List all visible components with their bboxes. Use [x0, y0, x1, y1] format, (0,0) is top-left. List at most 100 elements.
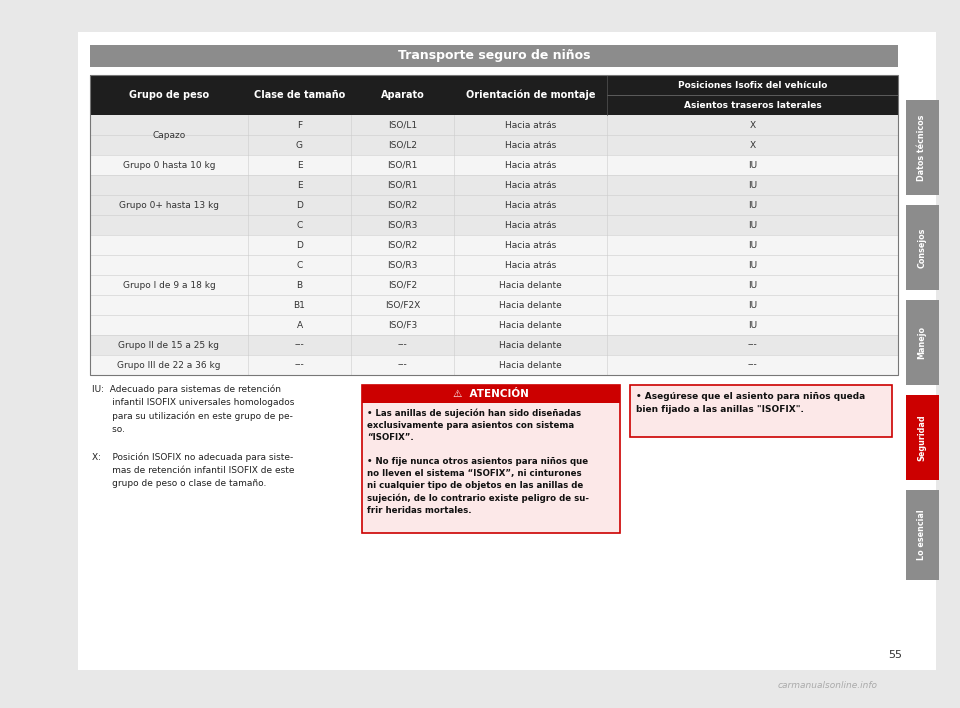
Text: IU:  Adecuado para sistemas de retención
       infantil ISOFIX universales homo: IU: Adecuado para sistemas de retención … [92, 385, 295, 434]
Text: Grupo 0+ hasta 13 kg: Grupo 0+ hasta 13 kg [119, 200, 219, 210]
Bar [90, 295, 898, 315]
Bar [630, 385, 892, 437]
Text: ISO/R3: ISO/R3 [387, 261, 418, 270]
Text: Grupo 0 hasta 10 kg: Grupo 0 hasta 10 kg [123, 161, 215, 169]
Text: Hacia atrás: Hacia atrás [505, 161, 556, 169]
Text: X: X [750, 140, 756, 149]
Bar [90, 255, 898, 275]
Text: X: X [750, 120, 756, 130]
Text: E: E [297, 181, 302, 190]
Text: IU: IU [748, 241, 757, 249]
Text: ISO/L1: ISO/L1 [388, 120, 417, 130]
Text: Orientación de montaje: Orientación de montaje [466, 90, 595, 101]
Text: • Las anillas de sujeción han sido diseñadas
exclusivamente para asientos con si: • Las anillas de sujeción han sido diseñ… [367, 408, 589, 515]
Bar [362, 385, 620, 403]
Text: C: C [297, 220, 302, 229]
Text: Aparato: Aparato [380, 90, 424, 100]
Text: Seguridad: Seguridad [918, 414, 926, 461]
Text: ISO/R2: ISO/R2 [388, 200, 418, 210]
Text: Capazo: Capazo [153, 130, 185, 139]
Text: ISO/R1: ISO/R1 [387, 161, 418, 169]
Text: IU: IU [748, 280, 757, 290]
Bar [78, 32, 936, 670]
Text: Hacia atrás: Hacia atrás [505, 120, 556, 130]
Text: ---: --- [397, 341, 407, 350]
Text: B: B [297, 280, 302, 290]
Text: G: G [296, 140, 303, 149]
Text: Hacia delante: Hacia delante [499, 280, 562, 290]
Text: D: D [296, 200, 303, 210]
Bar [906, 205, 939, 290]
Text: D: D [296, 241, 303, 249]
Text: Hacia atrás: Hacia atrás [505, 140, 556, 149]
Text: C: C [297, 261, 302, 270]
Text: ---: --- [295, 341, 304, 350]
Text: ISO/R1: ISO/R1 [387, 181, 418, 190]
Bar [90, 355, 898, 375]
Text: IU: IU [748, 321, 757, 329]
Text: ⚠  ATENCIÓN: ⚠ ATENCIÓN [453, 389, 529, 399]
Text: F: F [297, 120, 302, 130]
Bar [90, 135, 898, 155]
Text: IU: IU [748, 161, 757, 169]
Text: ---: --- [748, 360, 757, 370]
Text: IU: IU [748, 220, 757, 229]
Bar [90, 235, 898, 255]
Bar [906, 300, 939, 385]
Bar [906, 395, 939, 480]
Bar [90, 45, 898, 67]
Text: ISO/R2: ISO/R2 [388, 241, 418, 249]
Text: Grupo III de 22 a 36 kg: Grupo III de 22 a 36 kg [117, 360, 221, 370]
Text: IU: IU [748, 300, 757, 309]
Bar [90, 195, 898, 215]
Bar [906, 100, 939, 195]
Text: Posiciones Isofix del vehículo: Posiciones Isofix del vehículo [678, 81, 828, 89]
Text: Hacia atrás: Hacia atrás [505, 261, 556, 270]
Text: IU: IU [748, 261, 757, 270]
Bar [90, 335, 898, 355]
Text: Hacia atrás: Hacia atrás [505, 200, 556, 210]
Text: Grupo II de 15 a 25 kg: Grupo II de 15 a 25 kg [118, 341, 220, 350]
Text: Hacia atrás: Hacia atrás [505, 241, 556, 249]
Text: ISO/F2: ISO/F2 [388, 280, 417, 290]
Bar [90, 175, 898, 195]
Bar [90, 155, 898, 175]
Bar [90, 215, 898, 235]
Text: Asientos traseros laterales: Asientos traseros laterales [684, 101, 822, 110]
Text: Datos técnicos: Datos técnicos [918, 114, 926, 181]
Text: Grupo de peso: Grupo de peso [129, 90, 209, 100]
Text: Hacia delante: Hacia delante [499, 360, 562, 370]
Text: ---: --- [295, 360, 304, 370]
Text: Grupo I de 9 a 18 kg: Grupo I de 9 a 18 kg [123, 280, 215, 290]
Text: ---: --- [748, 341, 757, 350]
Text: 55: 55 [888, 650, 902, 660]
Bar [362, 385, 620, 533]
Text: E: E [297, 161, 302, 169]
Text: Hacia delante: Hacia delante [499, 300, 562, 309]
Text: B1: B1 [294, 300, 305, 309]
Text: Lo esencial: Lo esencial [918, 510, 926, 560]
Text: Hacia atrás: Hacia atrás [505, 220, 556, 229]
Text: A: A [297, 321, 302, 329]
Text: ISO/F2X: ISO/F2X [385, 300, 420, 309]
Bar [90, 275, 898, 295]
Bar [90, 315, 898, 335]
Bar [90, 75, 898, 115]
Text: Hacia delante: Hacia delante [499, 321, 562, 329]
Text: Clase de tamaño: Clase de tamaño [253, 90, 346, 100]
Text: ISO/F3: ISO/F3 [388, 321, 418, 329]
Text: IU: IU [748, 200, 757, 210]
Text: ISO/L2: ISO/L2 [388, 140, 417, 149]
Text: • Asegúrese que el asiento para niños queda
bien fijado a las anillas "ISOFIX".: • Asegúrese que el asiento para niños qu… [636, 392, 865, 413]
Text: ---: --- [397, 360, 407, 370]
Text: Hacia delante: Hacia delante [499, 341, 562, 350]
Text: carmanualsonline.info: carmanualsonline.info [778, 680, 878, 690]
Bar [906, 490, 939, 580]
Bar [90, 75, 898, 375]
Text: X:    Posición ISOFIX no adecuada para siste-
       mas de retención infantil I: X: Posición ISOFIX no adecuada para sist… [92, 453, 295, 489]
Text: Transporte seguro de niños: Transporte seguro de niños [397, 50, 590, 62]
Text: Consejos: Consejos [918, 227, 926, 268]
Text: Manejo: Manejo [918, 326, 926, 359]
Bar [90, 115, 898, 135]
Text: ISO/R3: ISO/R3 [387, 220, 418, 229]
